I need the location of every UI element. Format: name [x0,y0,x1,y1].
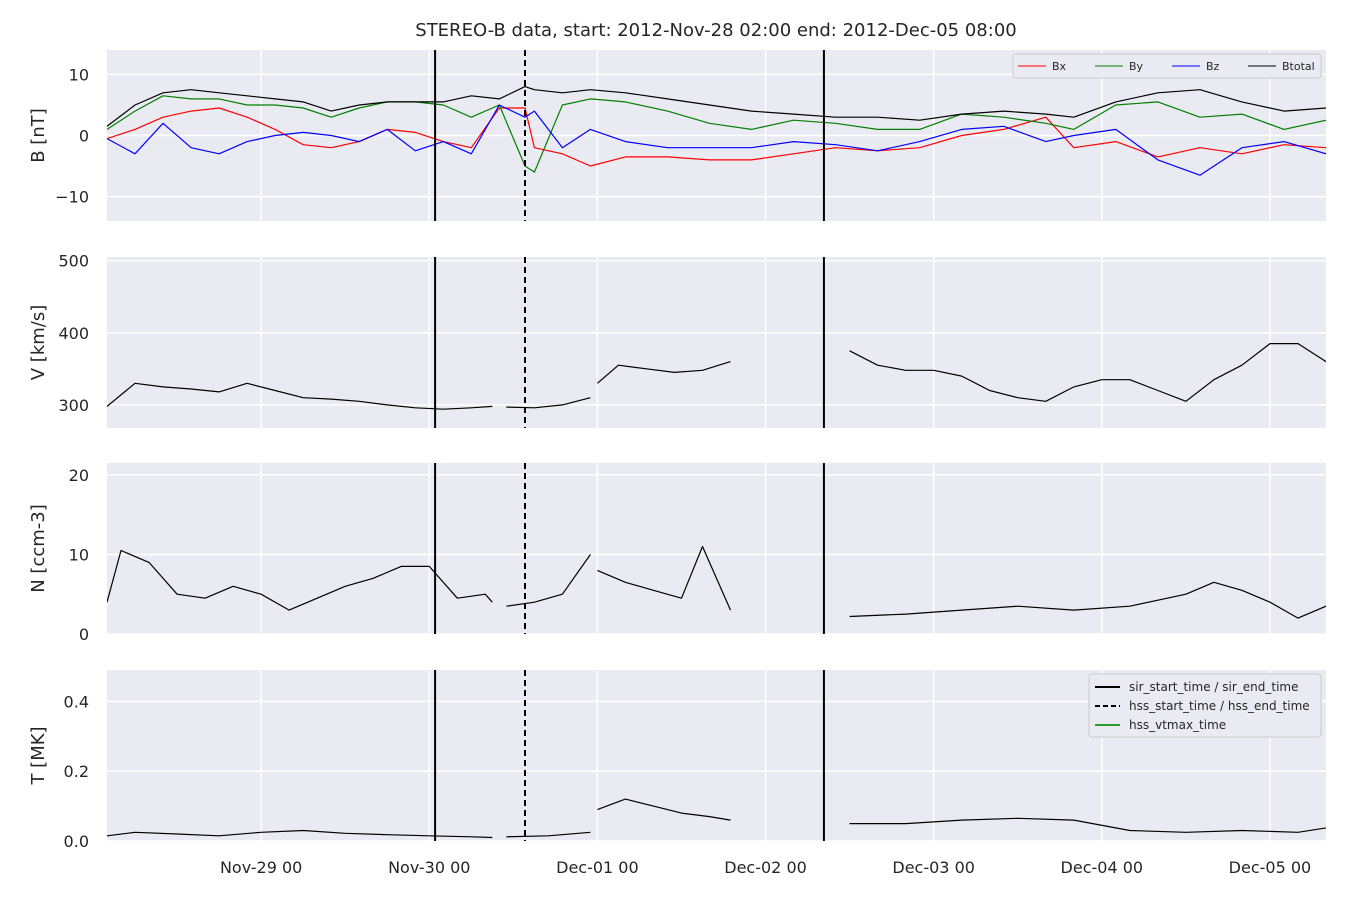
series-line [107,382,493,410]
series-line [506,831,591,838]
series-line [506,397,591,409]
series-group [107,86,1326,176]
legend-label: sir_start_time / sir_end_time [1129,680,1299,694]
series-group [107,798,1326,839]
legend-box [1012,53,1322,79]
series-line-by [107,95,1326,173]
x-tick-label: Nov-29 00 [220,858,302,877]
series-line-btotal [107,86,1326,127]
panels: 10 0 −10 B [nT] Bx By Bz Btotal 500 400 300 V [km/s… [28,50,1326,877]
series-line [849,343,1326,402]
panel-V-background [107,257,1326,428]
legend-b: Bx By Bz Btotal [1012,53,1322,79]
series-line [107,829,493,839]
legend-events: sir_start_time / sir_end_time hss_start_t… [1088,673,1322,738]
y-axis-label: N [ccm-3] [28,504,49,593]
chart-title: STEREO-B data, start: 2012-Nov-28 02:00 … [415,20,1016,41]
panel-T: 0.4 0.2 0.0 T [MK] sir_start_time / sir_end_… [28,670,1326,851]
series-line [849,581,1326,619]
legend-label: Bz [1206,60,1220,73]
series-line [597,798,731,821]
y-tick-label: 500 [58,252,89,271]
y-tick-label: 0 [79,625,89,644]
y-tick-label: 0.2 [64,762,89,781]
series-line [849,817,1326,833]
series-line [597,545,732,611]
x-tick-label: Dec-02 00 [724,858,807,877]
y-tick-label: 20 [69,466,89,485]
y-axis-label: T [MK] [28,726,49,785]
y-axis-label: B [nT] [28,108,49,163]
series-line [506,554,591,607]
y-tick-label: 10 [69,65,89,84]
y-axis-label: V [km/s] [28,305,49,380]
x-tick-label: Dec-04 00 [1061,858,1144,877]
legend-label: By [1129,60,1144,73]
legend-label: hss_start_time / hss_end_time [1129,699,1310,713]
series-line-bx [107,107,1326,167]
y-tick-label: −10 [55,188,89,207]
y-tick-label: 10 [69,545,89,564]
series-line-bz [107,104,1326,176]
legend-box [1088,673,1322,738]
series-line [107,549,493,611]
y-tick-label: 300 [58,396,89,415]
legend-label: Bx [1052,60,1067,73]
x-tick-label: Dec-01 00 [556,858,639,877]
y-tick-label: 0.4 [64,692,89,711]
y-tick-label: 0 [79,127,89,146]
series-line [597,361,731,384]
panel-N-background [107,463,1326,634]
x-tick-label: Dec-03 00 [892,858,975,877]
y-tick-label: 400 [58,324,89,343]
x-tick-label: Dec-05 00 [1229,858,1312,877]
panel-B: 10 0 −10 B [nT] Bx By Bz Btotal [28,50,1326,221]
y-tick-label: 0.0 [64,832,89,851]
series-group [107,545,1326,619]
series-group [107,343,1326,410]
legend-label: Btotal [1282,60,1315,73]
panel-N: 20 10 0 N [ccm-3] [28,463,1326,644]
legend-label: hss_vtmax_time [1129,718,1226,732]
panel-V: 500 400 300 V [km/s] [28,252,1326,428]
x-tick-label: Nov-30 00 [388,858,470,877]
